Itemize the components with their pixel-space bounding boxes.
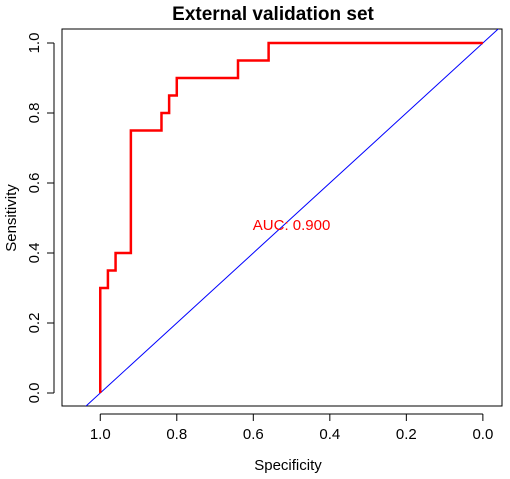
series-layer [99,41,483,393]
annotation-layer: AUC: 0.900 [253,217,331,234]
y-axis-label: Sensitivity [3,184,20,252]
x-tick-label: 0.4 [319,426,340,443]
roc-curve-line [99,41,483,393]
y-tick-label: 0.0 [26,383,43,404]
x-tick-label: 0.6 [243,426,264,443]
x-tick-label: 1.0 [90,426,111,443]
y-tick-label: 0.8 [26,103,43,124]
plot-area: AUC: 0.900 [61,28,503,407]
y-tick-label: 0.2 [26,313,43,334]
reference-line-layer [85,29,499,406]
x-tick-label: 0.0 [472,426,493,443]
x-axis-label: Specificity [254,457,322,474]
auc-annotation: AUC: 0.900 [253,217,331,234]
chart-title: External validation set [172,4,374,25]
x-tick-label: 0.2 [396,426,417,443]
plot-frame [61,28,503,407]
x-axis: 1.0 0.8 0.6 0.4 0.2 0.0 [90,413,493,443]
reference-diagonal-line [85,29,499,406]
y-axis: 0.0 0.2 0.4 0.6 0.8 1.0 [26,33,55,404]
x-tick-label: 0.8 [166,426,187,443]
y-tick-label: 1.0 [26,33,43,54]
y-tick-label: 0.4 [26,243,43,264]
y-tick-label: 0.6 [26,173,43,194]
